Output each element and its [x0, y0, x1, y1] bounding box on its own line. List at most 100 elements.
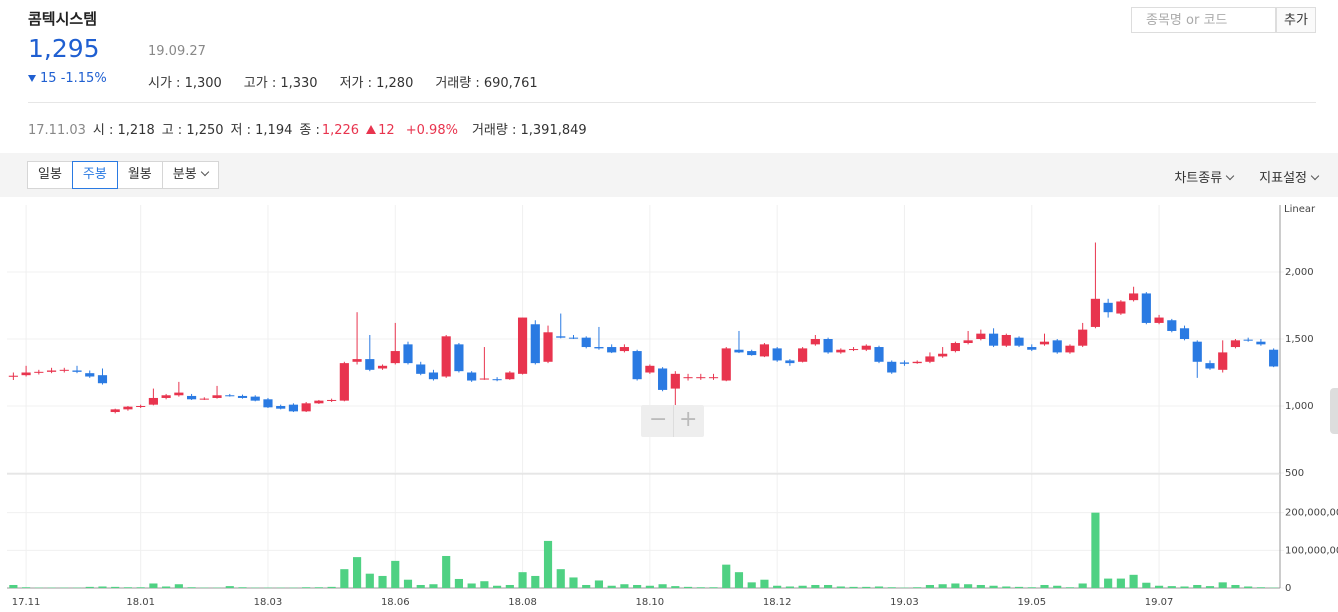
- candle-body: [670, 373, 680, 389]
- tool-menu[interactable]: 지표설정: [1259, 171, 1320, 186]
- volume-bar: [85, 586, 94, 588]
- candle-body: [1090, 298, 1100, 327]
- volume-bar: [913, 587, 922, 588]
- y-tick-label: 1,500: [1285, 334, 1314, 345]
- volume-bar: [811, 584, 820, 588]
- x-tick-label: 18.03: [254, 597, 283, 608]
- candle-body: [1243, 339, 1253, 341]
- candle-body: [161, 395, 171, 398]
- volume-bar: [187, 587, 196, 588]
- current-price: 1,295: [28, 34, 100, 63]
- hover-item: 시 : 1,218: [92, 123, 155, 138]
- volume-bar: [416, 584, 425, 588]
- x-tick-label: 19.05: [1017, 597, 1046, 608]
- candle-body: [1205, 363, 1215, 369]
- candle-body: [1269, 349, 1279, 367]
- stat: 시가 : 1,300: [148, 76, 222, 91]
- hover-change: 12 +0.98%: [366, 123, 465, 138]
- candle-body: [823, 339, 833, 353]
- candle-body: [34, 371, 44, 373]
- candle-body: [467, 372, 477, 381]
- candle-body: [861, 345, 871, 350]
- candle-body: [963, 340, 973, 344]
- volume-bar: [1078, 583, 1087, 588]
- volume-bar: [976, 584, 985, 588]
- hover-item: 종 :: [299, 123, 320, 138]
- candle-body: [1179, 328, 1190, 339]
- side-handle[interactable]: [1330, 388, 1338, 434]
- volume-bar: [824, 584, 833, 588]
- volume-bar: [225, 586, 234, 588]
- volume-bar: [645, 585, 654, 588]
- volume-bar: [1027, 587, 1036, 588]
- change-amount: 15: [40, 71, 57, 86]
- candle-body: [785, 360, 795, 364]
- volume-bar: [887, 587, 896, 588]
- candle-body: [352, 359, 362, 362]
- candle-body: [581, 337, 591, 348]
- candle-body: [288, 404, 299, 412]
- candle-body: [925, 356, 935, 362]
- candle-body: [1001, 334, 1011, 346]
- volume-bar: [1002, 586, 1011, 588]
- add-button[interactable]: 추가: [1276, 7, 1316, 33]
- search-input[interactable]: 종목명 or 코드: [1131, 7, 1276, 33]
- hover-change-pct: +0.98%: [405, 123, 458, 138]
- volume-bar: [798, 585, 807, 588]
- candle-body: [1129, 293, 1139, 301]
- chart: 17.11 18.01 18.03 18.06 18.08 18.10 18.12 19.03…: [7, 204, 1338, 608]
- hover-close: 1,226: [321, 123, 360, 138]
- x-tick-label: 19.07: [1145, 597, 1174, 608]
- volume-bar: [1104, 578, 1113, 588]
- volume-bar: [709, 587, 718, 588]
- candle-body: [810, 339, 820, 345]
- volume-bar: [1065, 587, 1075, 588]
- volume-bar: [1014, 586, 1024, 588]
- volume-bar: [1180, 586, 1189, 588]
- volume-bar: [480, 581, 489, 588]
- candle-body: [339, 363, 349, 401]
- zoom-in[interactable]: +: [679, 407, 698, 432]
- y-tick-label: 2,000: [1285, 267, 1314, 278]
- candle-body: [97, 375, 108, 384]
- volume-bar: [98, 586, 107, 588]
- candle-body: [301, 403, 311, 412]
- volume-bar: [378, 575, 387, 588]
- volume-bar: [594, 580, 604, 588]
- volume-bar: [391, 560, 400, 588]
- candle-body: [1014, 337, 1024, 346]
- volume-bar: [162, 586, 171, 588]
- candle-body: [938, 353, 948, 357]
- volume-bar: [1091, 512, 1100, 588]
- candle-body: [594, 347, 604, 349]
- candle-body: [568, 337, 579, 339]
- period-tab[interactable]: 주봉: [71, 161, 118, 189]
- hover-volume: 거래량 : 1,391,849: [471, 123, 587, 138]
- volume-bar: [238, 587, 247, 588]
- tool-menu[interactable]: 차트종류: [1174, 171, 1235, 186]
- volume-bar: [722, 564, 731, 588]
- volume-bar: [1142, 582, 1151, 588]
- candle-body: [1192, 341, 1202, 362]
- period-tab[interactable]: 일봉: [27, 161, 73, 189]
- stat: 고가 : 1,330: [243, 76, 318, 91]
- volume-bar: [658, 584, 667, 588]
- period-tab[interactable]: 분봉: [161, 161, 219, 189]
- candle-body: [899, 362, 910, 364]
- volume-bar: [505, 584, 514, 588]
- volume-bar: [1154, 585, 1164, 588]
- volume-bar: [123, 587, 133, 588]
- candle-body: [1103, 302, 1113, 313]
- down-icon: [28, 75, 36, 82]
- stat: 거래량 : 690,761: [435, 76, 538, 91]
- candle-body: [1078, 329, 1088, 346]
- candle-body: [199, 398, 209, 400]
- x-tick-label: 18.10: [636, 597, 665, 608]
- candle-body: [543, 332, 553, 362]
- candle-body: [1141, 293, 1151, 323]
- volume-bar: [785, 586, 794, 588]
- volume-bar: [9, 584, 18, 588]
- period-tab[interactable]: 월봉: [116, 161, 163, 189]
- y-tick-label: 1,000: [1285, 401, 1314, 412]
- zoom-out[interactable]: −: [649, 407, 668, 432]
